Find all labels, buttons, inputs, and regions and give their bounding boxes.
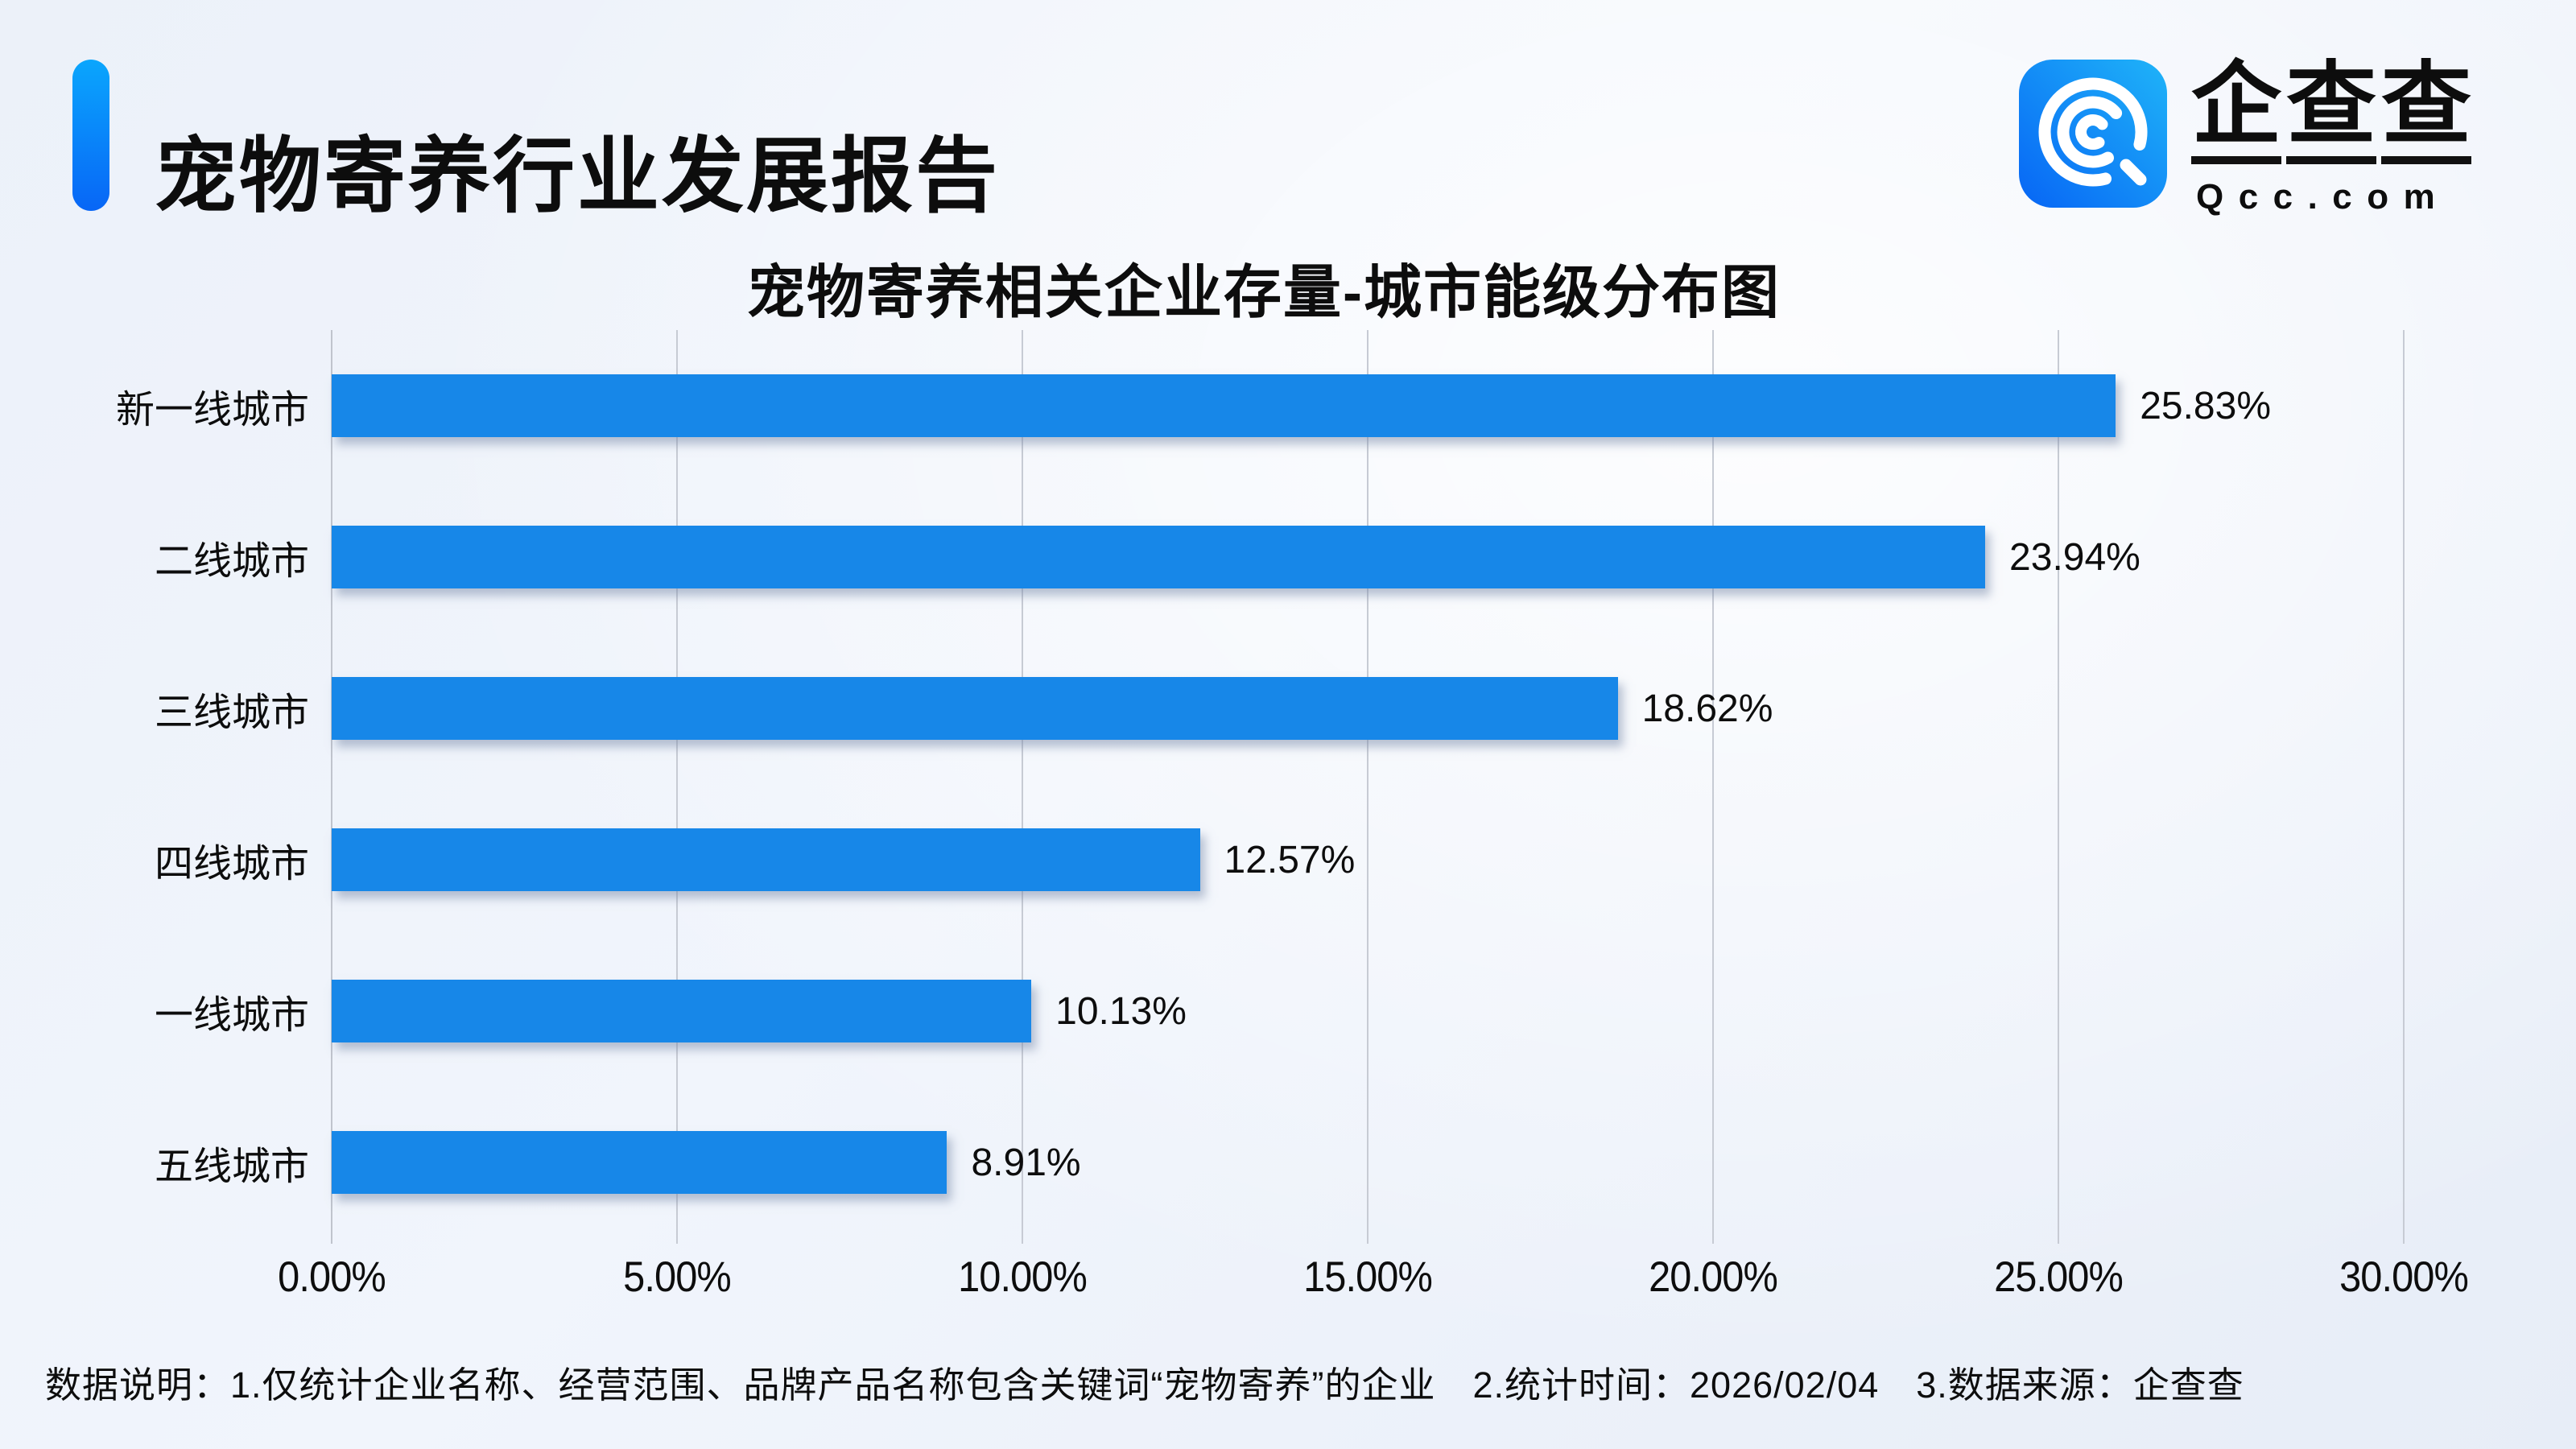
logo-domain: Qcc.com (2196, 177, 2450, 217)
x-axis-ticks: 0.00% 5.00% 10.00% 15.00% 20.00% 25.00% 30.00% (278, 1253, 2469, 1317)
bar-track: 12.57% (332, 784, 2404, 935)
gridline (1022, 330, 1023, 1244)
value-label: 12.57% (1224, 838, 1356, 881)
value-label: 18.62% (1641, 687, 1773, 730)
bar-row: 新一线城市 25.83% (0, 330, 2404, 481)
category-label: 四线城市 (154, 843, 309, 886)
gridline (2058, 330, 2059, 1244)
bar-row: 一线城市 10.13% (0, 935, 2404, 1087)
logo-brand-char: 查 (2381, 60, 2471, 164)
bar-track: 18.62% (332, 633, 2404, 784)
category-label: 五线城市 (154, 1146, 309, 1188)
logo-brand-char: 查 (2286, 60, 2376, 164)
x-tick-label: 15.00% (1303, 1253, 1433, 1301)
bar-track: 25.83% (332, 330, 2404, 481)
gridline (1367, 330, 1368, 1244)
title-accent-bar (72, 60, 109, 211)
x-tick-label: 30.00% (2339, 1253, 2469, 1301)
report-title: 宠物寄养行业发展报告 (155, 130, 1000, 223)
x-tick-label: 25.00% (1994, 1253, 2124, 1301)
bar-track: 10.13% (332, 935, 2404, 1087)
category-label: 一线城市 (154, 994, 309, 1037)
qcc-logo: 企查查 Qcc.com (2019, 60, 2471, 217)
value-label: 8.91% (971, 1141, 1081, 1184)
category-label: 新一线城市 (115, 389, 309, 431)
bar-rows: 新一线城市 25.83% 二线城市 23.94% 三线城市 18.62% 四线城市 12.57… (0, 330, 2404, 1238)
y-axis-line (331, 330, 332, 1244)
value-label: 10.13% (1055, 989, 1187, 1033)
bar-row: 三线城市 18.62% (0, 633, 2404, 784)
bar (332, 374, 2116, 437)
bar (332, 828, 1200, 891)
bar-track: 8.91% (332, 1087, 2404, 1238)
bar (332, 677, 1618, 740)
logo-wordmark: 企查查 (2191, 60, 2471, 164)
gridline (2403, 330, 2405, 1244)
gridline (676, 330, 678, 1244)
bar (332, 1131, 947, 1194)
data-note: 数据说明：1.仅统计企业名称、经营范围、品牌产品名称包含关键词“宠物寄养”的企业… (45, 1364, 2244, 1406)
chart-title: 宠物寄养相关企业存量-城市能级分布图 (747, 261, 1781, 325)
bar (332, 980, 1032, 1042)
bar (332, 526, 1986, 588)
value-label: 23.94% (2009, 535, 2140, 579)
logo-text: 企查查 Qcc.com (2191, 60, 2471, 217)
x-tick-label: 10.00% (958, 1253, 1088, 1301)
qcc-magnifier-icon (2019, 60, 2167, 208)
category-label: 三线城市 (154, 691, 309, 734)
bar-row: 五线城市 8.91% (0, 1087, 2404, 1238)
logo-brand-char: 企 (2191, 60, 2281, 164)
gridlines (331, 330, 2405, 1244)
bar-track: 23.94% (332, 481, 2404, 633)
x-tick-label: 0.00% (278, 1253, 386, 1301)
gridline (1712, 330, 1714, 1244)
bar-row: 二线城市 23.94% (0, 481, 2404, 633)
x-tick-label: 20.00% (1649, 1253, 1778, 1301)
category-label: 二线城市 (154, 540, 309, 583)
value-label: 25.83% (2140, 384, 2271, 427)
bar-row: 四线城市 12.57% (0, 784, 2404, 935)
x-tick-label: 5.00% (623, 1253, 732, 1301)
